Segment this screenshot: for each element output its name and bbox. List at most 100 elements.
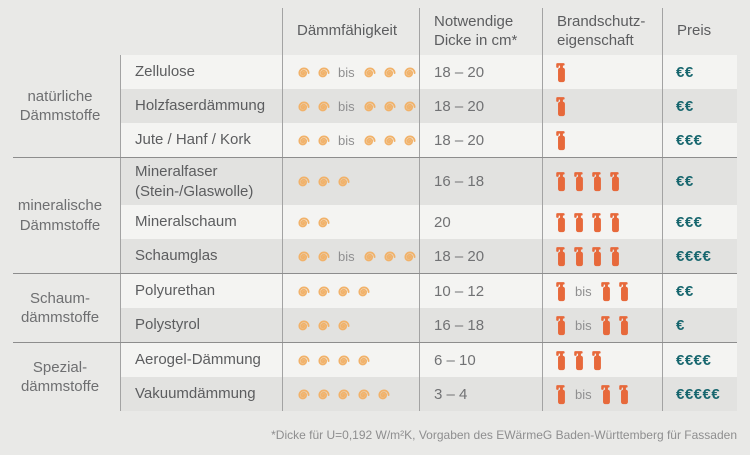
fire-rating-cell — [542, 123, 662, 157]
bis-label: bis — [338, 248, 355, 264]
price-cell: € — [662, 308, 737, 342]
thickness-cell: 18 – 20 — [419, 89, 542, 123]
snail-spiral-icon — [375, 386, 392, 403]
snail-spiral-icon — [401, 98, 418, 115]
snail-spiral-icon — [401, 132, 418, 149]
snail-spiral-icon — [315, 317, 332, 334]
snail-spiral-icon — [295, 317, 312, 334]
table-header-row: Dämmfähigkeit Notwendige Dicke in cm* Br… — [0, 0, 750, 55]
material-cell: Schaumglas — [120, 239, 282, 273]
insulation-rating-cell: bis — [282, 55, 419, 89]
snail-spiral-icon — [335, 173, 352, 190]
snail-spiral-icon — [315, 173, 332, 190]
price-cell: €€ — [662, 55, 737, 89]
price-cell: €€ — [662, 89, 737, 123]
snail-spiral-icon — [315, 64, 332, 81]
snail-spiral-icon — [315, 283, 332, 300]
material-cell: Polyurethan — [120, 274, 282, 308]
price-cell: €€€€ — [662, 343, 737, 377]
fire-extinguisher-icon — [599, 383, 613, 406]
insulation-rating-cell — [282, 205, 419, 239]
fire-extinguisher-icon — [572, 170, 586, 193]
snail-spiral-icon — [295, 283, 312, 300]
fire-rating-cell — [542, 239, 662, 273]
footnote: *Dicke für U=0,192 W/m²K, Vorgaben des E… — [271, 428, 737, 442]
fire-rating-cell — [542, 343, 662, 377]
fire-extinguisher-icon — [554, 314, 568, 337]
table-row: Mineralfaser (Stein-/Glaswolle) 16 – 18 €€ — [120, 158, 737, 205]
thickness-cell: 16 – 18 — [419, 308, 542, 342]
table-row: Polyurethan 10 – 12 bis €€ — [120, 274, 737, 308]
fire-extinguisher-icon — [554, 170, 568, 193]
price-cell: €€€ — [662, 123, 737, 157]
snail-spiral-icon — [335, 283, 352, 300]
snail-spiral-icon — [295, 64, 312, 81]
snail-spiral-icon — [295, 214, 312, 231]
fire-rating-cell: bis — [542, 274, 662, 308]
fire-extinguisher-icon — [590, 349, 604, 372]
header-daemmfaehigkeit: Dämmfähigkeit — [282, 8, 419, 55]
category-divider — [13, 342, 737, 343]
snail-spiral-icon — [315, 98, 332, 115]
thickness-cell: 18 – 20 — [419, 123, 542, 157]
header-spacer-category — [0, 0, 120, 55]
table-row: Aerogel-Dämmung 6 – 10 €€€€ — [120, 343, 737, 377]
fire-extinguisher-icon — [554, 129, 568, 152]
header-preis: Preis — [662, 8, 750, 55]
fire-extinguisher-icon — [608, 170, 622, 193]
category-label: mineralische Dämmstoffe — [17, 197, 103, 234]
category-rows: Zellulose bis 18 – 20 €€ Holzfaserdämmung bis… — [120, 55, 737, 157]
snail-spiral-icon — [315, 132, 332, 149]
thickness-cell: 16 – 18 — [419, 158, 542, 205]
material-cell: Mineralfaser (Stein-/Glaswolle) — [120, 158, 282, 205]
fire-extinguisher-icon — [590, 211, 604, 234]
category-label: Spezial- dämmstoffe — [20, 358, 100, 396]
table-row: Mineralschaum 20 €€€ — [120, 205, 737, 239]
bis-label: bis — [575, 283, 592, 299]
insulation-rating-cell — [282, 308, 419, 342]
fire-rating-cell: bis — [542, 308, 662, 342]
fire-extinguisher-icon — [590, 245, 604, 268]
snail-spiral-icon — [315, 352, 332, 369]
category-rows: Aerogel-Dämmung 6 – 10 €€€€ Vakuumdämmung 3 … — [120, 343, 737, 411]
snail-spiral-icon — [295, 98, 312, 115]
table-row: Jute / Hanf / Kork bis 18 – 20 €€€ — [120, 123, 737, 157]
snail-spiral-icon — [295, 132, 312, 149]
snail-spiral-icon — [401, 248, 418, 265]
fire-rating-cell — [542, 205, 662, 239]
thickness-cell: 20 — [419, 205, 542, 239]
fire-extinguisher-icon — [554, 245, 568, 268]
header-notwendige-dicke: Notwendige Dicke in cm* — [419, 8, 542, 55]
snail-spiral-icon — [295, 248, 312, 265]
bis-label: bis — [575, 317, 592, 333]
material-cell: Jute / Hanf / Kork — [120, 123, 282, 157]
snail-spiral-icon — [381, 132, 398, 149]
insulation-rating-cell: bis — [282, 123, 419, 157]
bis-label: bis — [575, 386, 592, 402]
bis-label: bis — [338, 64, 355, 80]
fire-extinguisher-icon — [554, 211, 568, 234]
fire-extinguisher-icon — [572, 211, 586, 234]
thickness-cell: 18 – 20 — [419, 239, 542, 273]
category-divider — [13, 157, 737, 158]
material-cell: Holzfaserdämmung — [120, 89, 282, 123]
fire-extinguisher-icon — [590, 170, 604, 193]
snail-spiral-icon — [295, 386, 312, 403]
snail-spiral-icon — [335, 352, 352, 369]
thickness-cell: 18 – 20 — [419, 55, 542, 89]
fire-extinguisher-icon — [617, 280, 631, 303]
fire-extinguisher-icon — [608, 211, 622, 234]
table-row: Polystyrol 16 – 18 bis € — [120, 308, 737, 342]
fire-extinguisher-icon — [554, 280, 568, 303]
category-rows: Mineralfaser (Stein-/Glaswolle) 16 – 18 €€… — [120, 158, 737, 273]
fire-extinguisher-icon — [554, 383, 568, 406]
category-label: natürliche Dämmstoffe — [19, 87, 101, 125]
snail-spiral-icon — [355, 352, 372, 369]
table-body: natürliche Dämmstoffe Zellulose bis 18 – 20… — [0, 55, 750, 411]
fire-extinguisher-icon — [608, 245, 622, 268]
fire-extinguisher-icon — [599, 314, 613, 337]
header-brandschutz: Brandschutz-eigenschaft — [542, 8, 662, 55]
material-cell: Vakuumdämmung — [120, 377, 282, 411]
snail-spiral-icon — [335, 386, 352, 403]
